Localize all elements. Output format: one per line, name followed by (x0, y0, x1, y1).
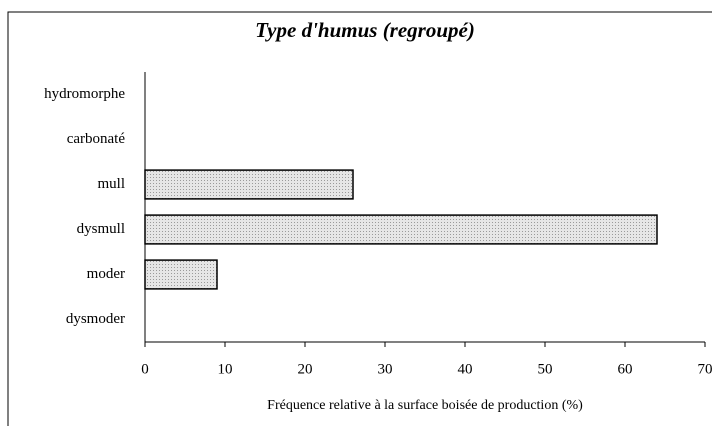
x-tick-label: 70 (698, 361, 712, 377)
x-tick-label: 30 (378, 361, 393, 377)
frame (7, 11, 712, 426)
x-tick-label: 10 (218, 361, 233, 377)
chart-title: Type d'humus (regroupé) (255, 18, 475, 42)
y-tick-label: moder (87, 266, 125, 282)
y-tick-label: hydromorphe (44, 86, 125, 102)
y-tick-label: carbonaté (67, 131, 126, 147)
x-tick-label: 0 (141, 361, 149, 377)
y-tick-label: mull (97, 176, 125, 192)
x-tick-label: 40 (458, 361, 473, 377)
y-tick-label: dysmoder (66, 311, 125, 327)
bar (144, 259, 218, 290)
x-tick-label: 60 (618, 361, 633, 377)
y-tick-label: dysmull (77, 221, 125, 237)
bar (144, 169, 354, 200)
x-tick-label: 50 (538, 361, 553, 377)
x-axis-label: Fréquence relative à la surface boisée d… (267, 398, 583, 413)
x-tick-label: 20 (298, 361, 313, 377)
bar (144, 214, 658, 245)
